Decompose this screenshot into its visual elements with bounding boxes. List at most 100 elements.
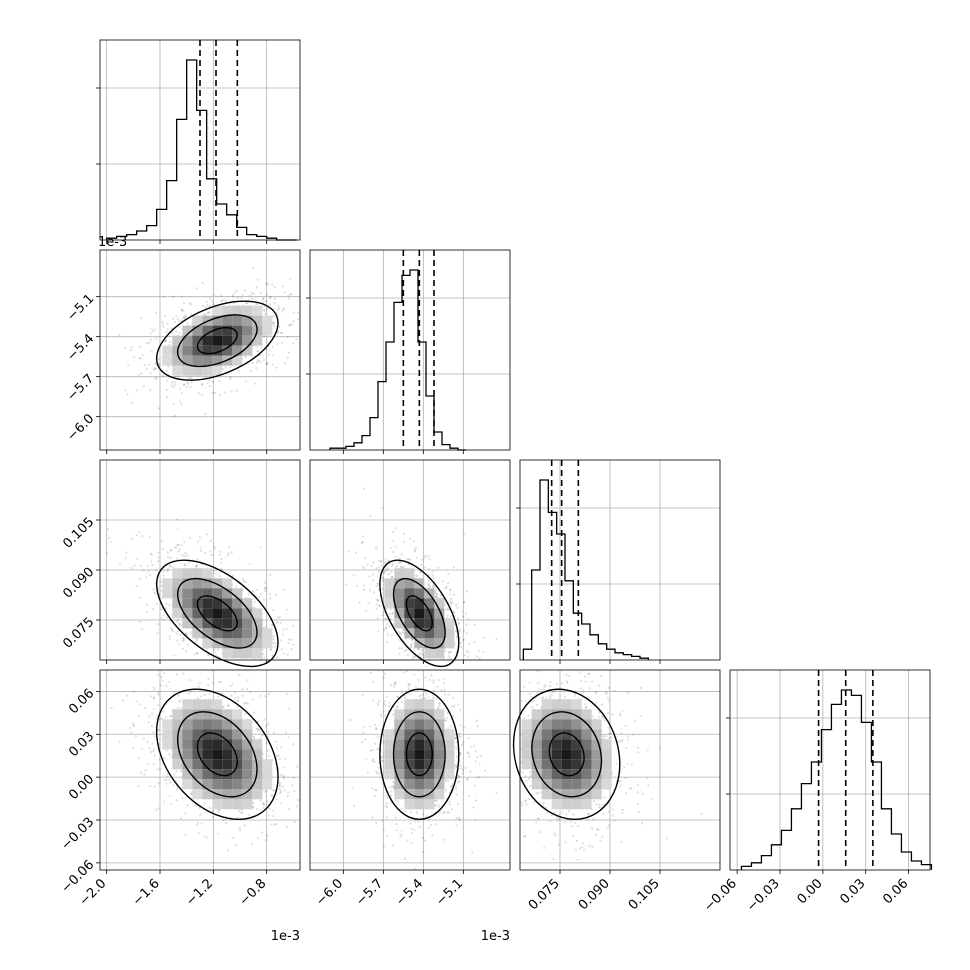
scatter-point [208, 806, 212, 810]
scatter-point [384, 617, 387, 620]
scatter-point [227, 704, 230, 707]
scatter-point [419, 652, 422, 655]
scatter-point [272, 815, 275, 818]
scatter-point [138, 357, 141, 360]
scatter-point [242, 580, 245, 583]
scatter-point [227, 554, 230, 557]
scatter-point [444, 649, 447, 652]
scatter-point [467, 752, 470, 755]
scatter-point [122, 699, 125, 702]
scatter-point [166, 328, 169, 331]
scatter-point [269, 648, 272, 651]
scatter-point [659, 747, 662, 750]
scatter-point [139, 357, 142, 360]
scatter-point [227, 704, 230, 707]
scatter-point [196, 540, 200, 543]
scatter-point [366, 563, 369, 566]
scatter-point [523, 800, 526, 803]
scatter-point [453, 704, 456, 707]
scatter-point [372, 579, 375, 582]
scatter-point [413, 673, 416, 676]
scatter-point [447, 727, 450, 730]
scatter-point [272, 314, 275, 317]
scatter-point [520, 801, 523, 804]
scatter-point [178, 326, 181, 329]
scatter-point [175, 770, 178, 773]
scatter-point [362, 565, 365, 568]
scatter-point [424, 676, 427, 679]
scatter-point [399, 639, 402, 642]
scatter-point [442, 838, 445, 841]
scatter-point [371, 758, 375, 761]
scatter-point [600, 806, 603, 809]
scatter-point [295, 338, 298, 341]
scatter-point [182, 309, 185, 313]
scatter-point [454, 737, 457, 740]
scatter-point [235, 289, 238, 292]
scatter-point [590, 680, 593, 684]
scatter-point [223, 391, 226, 394]
scatter-point [374, 723, 377, 726]
scatter-point [258, 596, 261, 599]
scatter-point [176, 706, 179, 709]
scatter-point [280, 639, 283, 642]
scatter-point [528, 692, 531, 696]
scatter-point [458, 630, 461, 633]
scatter-point [651, 797, 654, 800]
scatter-point [153, 591, 156, 594]
scatter-point [264, 589, 267, 593]
scatter-point [240, 296, 243, 299]
scatter-point [477, 649, 480, 652]
scatter-point [414, 820, 417, 823]
scatter-point [602, 735, 606, 738]
scatter-point [118, 333, 121, 337]
scatter-point [265, 348, 268, 351]
scatter-point [188, 678, 191, 682]
scatter-point [157, 555, 160, 559]
scatter-point [166, 775, 169, 778]
scatter-point [137, 714, 140, 717]
scatter-point [382, 576, 385, 579]
scatter-point [181, 640, 184, 643]
scatter-point [398, 632, 402, 635]
scatter-point [382, 710, 385, 713]
scatter-point [280, 802, 283, 805]
scatter-point [226, 849, 230, 852]
scatter-point [385, 623, 389, 626]
scatter-point [263, 309, 266, 312]
scatter-point [370, 564, 373, 568]
scatter-point [151, 564, 154, 567]
scatter-point [399, 835, 402, 838]
scatter-point [382, 579, 385, 582]
scatter-point [180, 544, 183, 547]
scatter-point [195, 564, 198, 567]
scatter-point [354, 551, 357, 554]
scatter-point [539, 791, 543, 794]
scatter-point [221, 299, 224, 302]
scatter-point [462, 615, 465, 618]
scatter-point [391, 539, 394, 542]
scatter-point [434, 587, 437, 590]
scatter-point [378, 700, 381, 703]
scatter-point [588, 687, 591, 690]
scatter-point [220, 299, 223, 302]
scatter-point [449, 593, 452, 596]
scatter-point [451, 783, 454, 786]
scatter-point [446, 780, 449, 783]
scatter-point [263, 309, 266, 312]
scatter-point [426, 583, 429, 586]
scatter-point [433, 799, 436, 802]
scatter-point [375, 607, 378, 611]
scatter-point [218, 380, 221, 383]
scatter-point [154, 377, 157, 380]
scatter-point [150, 750, 153, 754]
scatter-point [178, 699, 182, 702]
scatter-point [455, 630, 458, 633]
scatter-point [199, 695, 202, 698]
scatter-point [455, 787, 458, 790]
scatter-point [473, 641, 476, 644]
scatter-point [287, 791, 290, 794]
scatter-point [238, 827, 241, 830]
scatter-point [259, 737, 262, 740]
scatter-point [181, 392, 184, 395]
